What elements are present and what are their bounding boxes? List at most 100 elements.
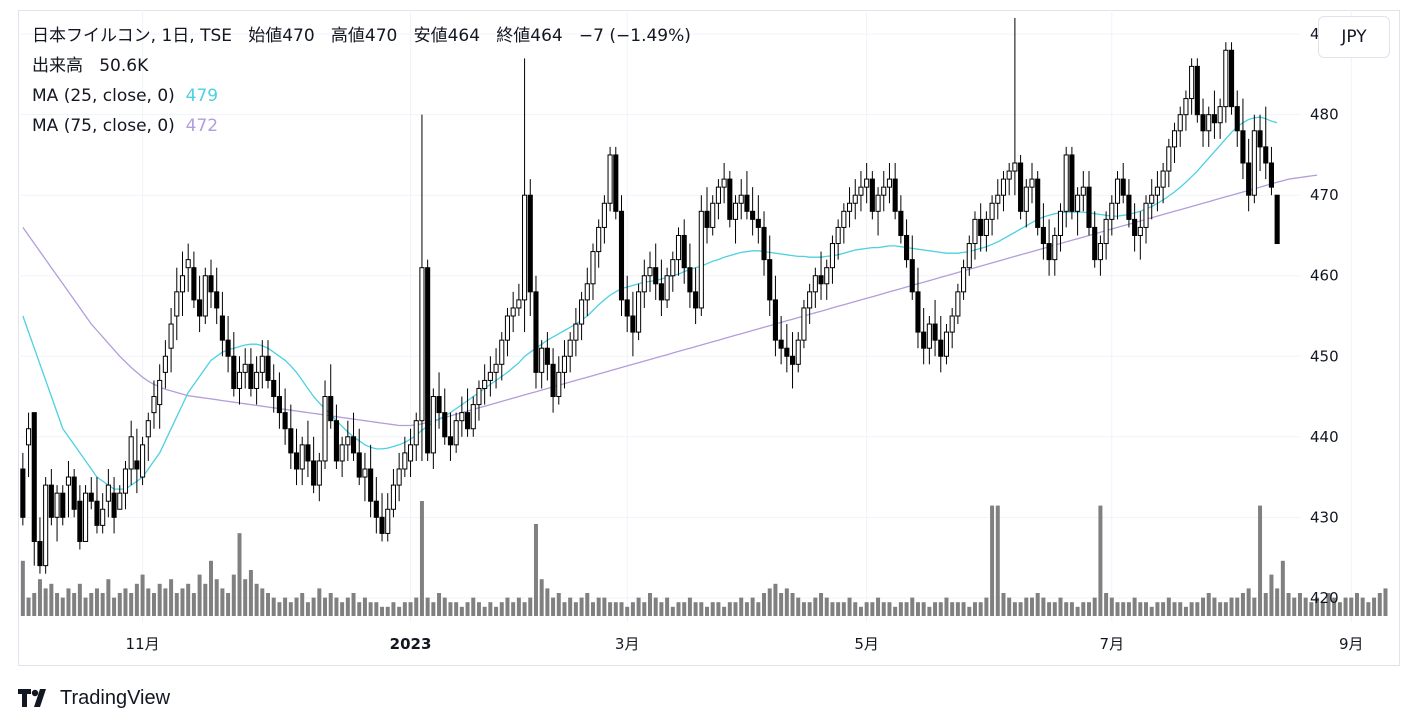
volume-bar bbox=[1126, 602, 1131, 616]
candle-body bbox=[356, 452, 362, 478]
legend-ma75[interactable]: MA (75, close, 0) 472 bbox=[32, 116, 218, 136]
volume-bar bbox=[169, 579, 174, 616]
candle-body bbox=[328, 396, 334, 422]
candle-body bbox=[641, 275, 647, 293]
candle-body bbox=[795, 339, 801, 365]
candle-body bbox=[510, 307, 516, 317]
volume-bar bbox=[750, 597, 755, 616]
volume-bar bbox=[938, 602, 943, 616]
candle-body bbox=[1268, 162, 1275, 188]
volume-bar bbox=[254, 583, 259, 616]
candle-body bbox=[54, 492, 60, 518]
candle-body bbox=[231, 355, 237, 389]
candle-body bbox=[1018, 162, 1024, 212]
candle-body bbox=[710, 202, 716, 228]
candle-body bbox=[442, 412, 448, 438]
volume-bar bbox=[978, 602, 983, 616]
candle-body bbox=[71, 476, 77, 510]
candle-body bbox=[504, 315, 511, 341]
volume-bar bbox=[197, 574, 202, 616]
volume-bar bbox=[317, 588, 322, 616]
candle-body bbox=[459, 412, 465, 422]
candle-body bbox=[898, 210, 904, 236]
candle-body bbox=[744, 194, 750, 212]
volume-bar bbox=[482, 606, 487, 616]
volume-bar bbox=[203, 583, 208, 616]
volume-bar bbox=[226, 593, 231, 616]
volume-bar bbox=[448, 602, 453, 616]
volume-bar bbox=[300, 593, 305, 616]
y-tick-label: 450 bbox=[1310, 347, 1339, 365]
volume-bar bbox=[813, 597, 818, 616]
volume-bar bbox=[402, 602, 407, 616]
candle-body bbox=[778, 339, 784, 349]
volume-bar bbox=[191, 593, 196, 616]
candle-body bbox=[305, 444, 311, 462]
volume-bar bbox=[796, 597, 801, 616]
candle-body bbox=[921, 331, 927, 349]
volume-bar bbox=[362, 597, 367, 616]
candle-body bbox=[596, 226, 602, 253]
candle-body bbox=[1057, 210, 1064, 236]
candle-body bbox=[1052, 234, 1058, 261]
legend-close-label: 終値 bbox=[496, 26, 531, 46]
volume-bar bbox=[368, 602, 373, 616]
candle-body bbox=[1040, 226, 1046, 245]
legend-close-value: 464 bbox=[530, 26, 563, 46]
volume-bar bbox=[1041, 597, 1046, 616]
price-axis[interactable]: 420430440450460470480490 bbox=[1310, 25, 1339, 607]
volume-bar bbox=[1229, 597, 1234, 616]
volume-bar bbox=[511, 602, 516, 616]
candle-body bbox=[1143, 202, 1149, 228]
volume-bar bbox=[106, 579, 111, 616]
volume-bar bbox=[551, 597, 556, 616]
volume-bar bbox=[1360, 597, 1365, 616]
candle-body bbox=[140, 444, 146, 478]
time-axis[interactable]: 11月20233月5月7月9月16 bbox=[126, 635, 1420, 653]
volume-bar bbox=[1332, 597, 1337, 616]
volume-bar bbox=[266, 593, 271, 616]
candle-body bbox=[37, 540, 43, 567]
volume-bar bbox=[220, 588, 225, 616]
candle-body bbox=[995, 194, 1001, 204]
volume-bar bbox=[961, 602, 966, 616]
candles bbox=[20, 18, 1280, 574]
candle-body bbox=[647, 267, 653, 277]
candle-body bbox=[801, 307, 807, 341]
currency-button[interactable]: JPY bbox=[1318, 16, 1390, 58]
volume-bar bbox=[596, 597, 601, 616]
volume-bar bbox=[345, 597, 350, 616]
candle-body bbox=[715, 186, 721, 204]
candle-body bbox=[470, 404, 476, 430]
volume-bar bbox=[380, 606, 385, 616]
candle-body bbox=[202, 275, 208, 317]
volume-bar bbox=[385, 606, 390, 616]
volume-bar bbox=[636, 597, 641, 616]
volume-bar bbox=[129, 593, 134, 616]
candle-body bbox=[373, 500, 379, 518]
candle-body bbox=[430, 396, 436, 454]
x-tick-label: 7月 bbox=[1100, 635, 1125, 653]
candle-body bbox=[721, 178, 727, 188]
candle-body bbox=[151, 396, 157, 414]
volume-bar bbox=[186, 583, 191, 616]
volume-bar bbox=[49, 583, 54, 616]
candle-body bbox=[191, 267, 197, 301]
volume-bar bbox=[1109, 597, 1114, 616]
volume-bar bbox=[1007, 597, 1012, 616]
candle-body bbox=[248, 363, 254, 389]
volume-bar bbox=[556, 593, 561, 616]
volume-bar bbox=[1269, 574, 1274, 616]
candle-body bbox=[1103, 218, 1109, 245]
candle-body bbox=[482, 379, 488, 389]
legend-open-value: 470 bbox=[282, 26, 315, 46]
volume-bar bbox=[528, 597, 533, 616]
candle-body bbox=[1092, 226, 1098, 261]
volume-bar bbox=[756, 602, 761, 616]
legend-ma25[interactable]: MA (25, close, 0) 479 bbox=[32, 86, 218, 106]
y-tick-label: 470 bbox=[1310, 186, 1339, 204]
candle-body bbox=[390, 484, 396, 510]
volume-bar bbox=[454, 602, 459, 616]
tradingview-brand[interactable]: TradingView bbox=[18, 684, 170, 712]
